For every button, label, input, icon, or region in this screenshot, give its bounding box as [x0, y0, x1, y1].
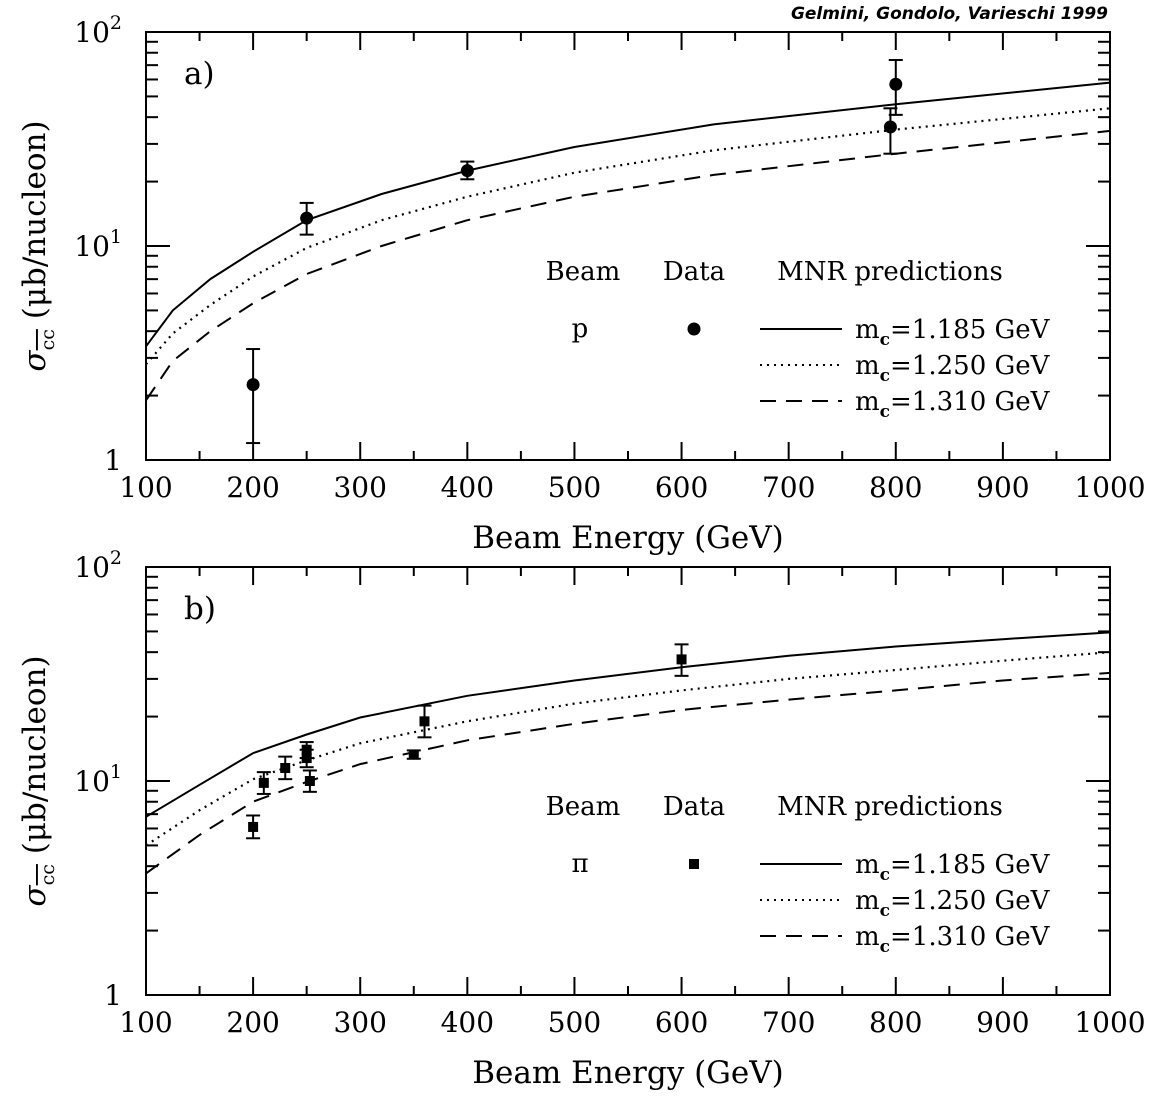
data-point [419, 716, 430, 727]
legend-label: mc=1.310 GeV [855, 922, 1051, 957]
legend-label: mc=1.310 GeV [855, 387, 1051, 422]
data-point [304, 776, 315, 786]
x-tick-label: 300 [333, 471, 386, 504]
data-point [883, 120, 897, 134]
x-axis-label: Beam Energy (GeV) [472, 520, 784, 556]
data-point [280, 763, 291, 774]
y-tick-label: 102 [74, 12, 122, 49]
series-line-solid [145, 81, 1111, 347]
data-point [676, 654, 687, 665]
y-tick-label: 1 [104, 979, 122, 1012]
data-point [248, 821, 259, 832]
x-tick-label: 500 [548, 471, 601, 504]
x-tick-label: 800 [869, 1006, 922, 1039]
legend-label: mc=1.185 GeV [855, 315, 1051, 350]
x-tick-label: 200 [226, 471, 279, 504]
x-tick-label: 300 [333, 1006, 386, 1039]
x-tick-label: 100 [119, 471, 172, 504]
data-point [301, 753, 312, 764]
y-axis-label: σcc (μb/nucleon) [17, 655, 59, 906]
legend-header: Beam [546, 257, 621, 287]
x-tick-label: 100 [119, 1006, 172, 1039]
data-point [300, 211, 314, 225]
legend-header: Beam [546, 792, 621, 822]
y-tick-label: 1 [104, 444, 122, 477]
legend-label: mc=1.250 GeV [855, 351, 1051, 386]
x-tick-label: 700 [762, 1006, 815, 1039]
x-tick-label: 1000 [1074, 1006, 1145, 1039]
x-tick-label: 500 [548, 1006, 601, 1039]
x-tick-label: 1000 [1074, 471, 1145, 504]
panel-label: b) [184, 591, 216, 627]
y-tick-label: 101 [74, 226, 122, 263]
legend-marker [689, 859, 699, 869]
legend-header: Data [663, 792, 725, 822]
data-point [889, 77, 903, 91]
legend-label: mc=1.185 GeV [855, 850, 1051, 885]
chart-panel-a: 100 200 300 400 500 600 700 800 900 1000 1 101 102 Be… [17, 12, 1146, 556]
legend-beam: π [571, 849, 588, 879]
data-point [460, 164, 474, 178]
data-point [258, 777, 269, 788]
x-tick-label: 900 [976, 1006, 1029, 1039]
x-tick-label: 200 [226, 1006, 279, 1039]
series-line-dashed [145, 129, 1111, 401]
legend-label: mc=1.250 GeV [855, 886, 1051, 921]
y-tick-label: 102 [74, 547, 122, 584]
data-point [246, 378, 260, 392]
legend-beam: p [572, 314, 589, 344]
x-tick-label: 800 [869, 471, 922, 504]
y-axis-label: σcc (μb/nucleon) [17, 120, 59, 371]
x-tick-label: 400 [441, 471, 494, 504]
legend-header: MNR predictions [777, 792, 1003, 822]
x-tick-label: 400 [441, 1006, 494, 1039]
y-tick-label: 101 [74, 761, 122, 798]
series-line-solid [145, 631, 1111, 818]
credit-text: Gelmini, Gondolo, Varieschi 1999 [791, 4, 1108, 24]
x-tick-label: 900 [976, 471, 1029, 504]
legend-header: MNR predictions [777, 257, 1003, 287]
chart-panel-b: 100 200 300 400 500 600 700 800 900 1000 1 101 102 Be… [17, 547, 1146, 1091]
x-axis-label: Beam Energy (GeV) [472, 1055, 784, 1091]
panel-label: a) [184, 56, 215, 92]
x-tick-label: 700 [762, 471, 815, 504]
series-line-dotted [145, 107, 1111, 366]
data-point [408, 749, 419, 760]
series-line-dashed [145, 671, 1111, 875]
x-tick-label: 600 [655, 471, 708, 504]
x-tick-label: 600 [655, 1006, 708, 1039]
legend-marker [687, 322, 701, 336]
legend-header: Data [663, 257, 725, 287]
